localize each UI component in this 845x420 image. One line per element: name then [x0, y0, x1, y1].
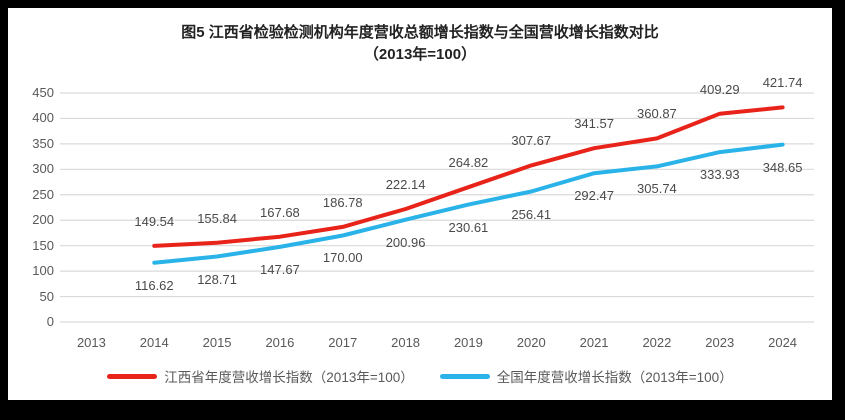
- data-label: 167.68: [260, 204, 300, 220]
- data-label: 147.67: [260, 261, 300, 277]
- x-axis-tick-label: 2014: [139, 335, 169, 350]
- legend-line-swatch-jiangxi: [107, 373, 158, 379]
- data-label: 292.47: [574, 188, 614, 204]
- y-axis-tick-label: 400: [32, 110, 54, 126]
- x-axis-tick-label: 2018: [391, 335, 421, 350]
- x-axis-tick-label: 2013: [76, 335, 106, 350]
- legend-label-national: 全国年度营收增长指数（2013年=100）: [496, 370, 733, 385]
- x-axis-tick-label: 2023: [705, 335, 735, 350]
- data-label: 341.57: [574, 116, 614, 132]
- data-label: 128.71: [197, 271, 237, 287]
- x-axis-tick-label: 2016: [265, 335, 295, 350]
- data-label: 360.87: [637, 106, 677, 122]
- chart-title-block: 图5 江西省检验检测机构年度营收总额增长指数与全国营收增长指数对比 （2013年…: [8, 22, 832, 66]
- data-label: 155.84: [197, 210, 237, 226]
- data-label: 256.41: [511, 206, 552, 222]
- y-axis-tick-label: 350: [32, 135, 54, 151]
- plot-area: [60, 92, 814, 323]
- data-label: 421.74: [762, 75, 803, 91]
- chart-subtitle: （2013年=100）: [363, 46, 477, 63]
- legend-label-jiangxi: 江西省年度营收增长指数（2013年=100）: [164, 370, 414, 385]
- y-axis-tick-label: 50: [39, 288, 54, 304]
- x-axis-tick-label: 2024: [768, 335, 798, 350]
- y-axis-tick-label: 200: [32, 212, 54, 228]
- legend: 江西省年度营收增长指数（2013年=100） 全国年度营收增长指数（2013年=…: [8, 366, 832, 386]
- series-line-jiangxi: [152, 105, 785, 248]
- y-axis-tick-label: 250: [32, 186, 54, 202]
- y-axis-tick-label: 300: [32, 161, 54, 177]
- x-axis-tick-label: 2015: [202, 335, 232, 350]
- data-label: 333.93: [699, 167, 740, 183]
- data-label: 222.14: [385, 176, 426, 192]
- data-label: 200.96: [385, 234, 426, 250]
- data-label: 116.62: [134, 277, 174, 293]
- y-axis-tick-label: 450: [32, 85, 54, 100]
- legend-line-swatch-national: [439, 373, 490, 379]
- y-axis-tick-label: 0: [46, 314, 54, 329]
- data-label: 230.61: [448, 219, 489, 235]
- data-label: 307.67: [511, 133, 552, 149]
- legend-item-jiangxi: 江西省年度营收增长指数（2013年=100）: [107, 366, 414, 386]
- x-axis-tick-label: 2017: [328, 335, 358, 350]
- data-label: 409.29: [699, 81, 740, 97]
- chart-title: 图5 江西省检验检测机构年度营收总额增长指数与全国营收增长指数对比: [181, 24, 659, 41]
- legend-item-national: 全国年度营收增长指数（2013年=100）: [439, 366, 733, 386]
- data-label: 348.65: [762, 159, 803, 175]
- x-axis-tick-label: 2021: [579, 335, 609, 350]
- x-axis-tick-label: 2019: [453, 335, 483, 350]
- data-label: 186.78: [322, 194, 363, 210]
- data-label: 170.00: [322, 250, 363, 266]
- series-line-national: [152, 142, 785, 265]
- y-axis-tick-label: 150: [32, 237, 54, 253]
- chart-panel: 图5 江西省检验检测机构年度营收总额增长指数与全国营收增长指数对比 （2013年…: [8, 8, 832, 400]
- x-axis-tick-label: 2020: [516, 335, 546, 350]
- x-axis-tick-label: 2022: [642, 335, 672, 350]
- data-label: 305.74: [637, 181, 677, 197]
- data-label: 149.54: [134, 213, 175, 229]
- data-label: 264.82: [448, 155, 489, 171]
- y-axis-tick-label: 100: [32, 263, 54, 279]
